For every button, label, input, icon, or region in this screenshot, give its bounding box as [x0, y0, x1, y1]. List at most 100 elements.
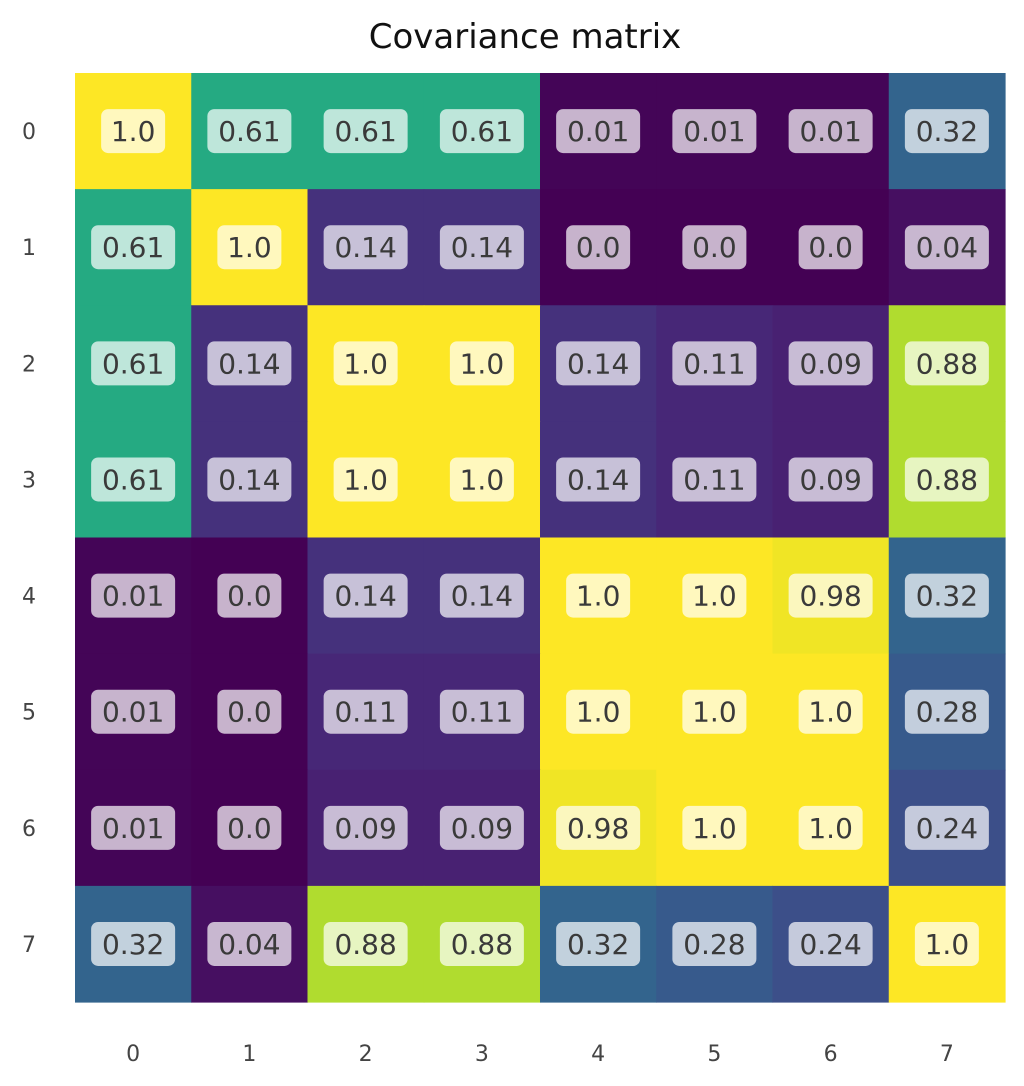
cell-label-box-2-7	[904, 341, 989, 386]
cell-label-1-2: 0.14	[334, 231, 396, 264]
cell-label-box-1-5	[682, 225, 747, 270]
x-tick-label-6: 6	[824, 1042, 838, 1067]
cell-label-box-6-2	[323, 805, 408, 850]
x-tick-label-0: 0	[126, 1042, 140, 1067]
cell-label-6-5: 1.0	[692, 812, 737, 845]
cell-label-5-7: 0.28	[916, 696, 978, 729]
cell-label-0-0: 1.0	[111, 115, 156, 148]
cell-label-box-3-2	[333, 457, 398, 502]
cell-label-box-1-0	[91, 225, 176, 270]
cell-label-box-3-6	[788, 457, 873, 502]
cell-label-0-3: 0.61	[451, 115, 513, 148]
cell-label-2-4: 0.14	[567, 347, 629, 380]
cell-label-5-1: 0.0	[227, 696, 272, 729]
cell-label-1-6: 0.0	[808, 231, 853, 264]
cell-label-box-7-6	[788, 921, 873, 966]
cell-label-box-2-5	[672, 341, 757, 386]
cell-label-box-0-5	[672, 109, 757, 154]
x-tick-label-2: 2	[359, 1042, 373, 1067]
cell-label-box-7-5	[672, 921, 757, 966]
cell-label-7-1: 0.04	[218, 928, 280, 961]
cell-label-6-7: 0.24	[916, 812, 978, 845]
cell-label-6-2: 0.09	[334, 812, 396, 845]
cell-label-7-2: 0.88	[334, 928, 396, 961]
cell-label-3-4: 0.14	[567, 463, 629, 496]
cell-label-box-6-5	[682, 805, 747, 850]
cell-label-3-5: 0.11	[683, 463, 745, 496]
heatmap-cells	[75, 73, 1006, 1003]
cell-label-5-4: 1.0	[576, 696, 621, 729]
cell-label-1-3: 0.14	[451, 231, 513, 264]
cell-label-box-4-4	[566, 573, 631, 618]
cell-label-6-6: 1.0	[808, 812, 853, 845]
cell-label-0-6: 0.01	[799, 115, 861, 148]
cell-label-7-5: 0.28	[683, 928, 745, 961]
cell-label-box-3-0	[91, 457, 176, 502]
cell-label-box-5-6	[798, 689, 863, 734]
cell-label-3-2: 1.0	[343, 463, 388, 496]
cell-label-0-2: 0.61	[334, 115, 396, 148]
cell-label-box-0-0	[101, 109, 166, 154]
cell-label-box-0-7	[904, 109, 989, 154]
y-tick-label-2: 2	[22, 352, 36, 377]
x-tick-label-7: 7	[940, 1042, 954, 1067]
cell-label-2-2: 1.0	[343, 347, 388, 380]
cell-label-box-7-2	[323, 921, 408, 966]
cell-label-0-1: 0.61	[218, 115, 280, 148]
cell-label-box-6-0	[91, 805, 176, 850]
heatmap-cell-labels: 1.0 0.61 0.61 0.61 0.01 0.01 0.01 0.32 0.61 1.0 0.…	[91, 109, 989, 966]
cell-label-5-6: 1.0	[808, 696, 853, 729]
cell-label-6-4: 0.98	[567, 812, 629, 845]
cell-label-box-5-7	[904, 689, 989, 734]
cell-label-4-3: 0.14	[451, 580, 513, 613]
cell-label-1-4: 0.0	[576, 231, 621, 264]
cell-label-4-2: 0.14	[334, 580, 396, 613]
cell-label-box-1-7	[904, 225, 989, 270]
cell-label-box-2-1	[207, 341, 292, 386]
cell-label-4-5: 1.0	[692, 580, 737, 613]
y-tick-label-6: 6	[22, 817, 36, 842]
y-tick-label-3: 3	[22, 468, 36, 493]
cell-label-6-1: 0.0	[227, 812, 272, 845]
cell-label-box-4-6	[788, 573, 873, 618]
x-tick-label-5: 5	[707, 1042, 721, 1067]
cell-label-box-5-0	[91, 689, 176, 734]
x-tick-label-3: 3	[475, 1042, 489, 1067]
cell-label-4-4: 1.0	[576, 580, 621, 613]
cell-label-5-0: 0.01	[102, 696, 164, 729]
cell-label-box-1-2	[323, 225, 408, 270]
chart-title: Covariance matrix	[369, 17, 682, 57]
cell-label-box-0-6	[788, 109, 873, 154]
cell-label-box-1-6	[798, 225, 863, 270]
cell-label-box-6-3	[439, 805, 524, 850]
cell-label-box-0-3	[439, 109, 524, 154]
cell-label-2-1: 0.14	[218, 347, 280, 380]
y-tick-label-4: 4	[22, 585, 36, 610]
cell-label-box-4-0	[91, 573, 176, 618]
cell-label-3-1: 0.14	[218, 463, 280, 496]
cell-label-0-4: 0.01	[567, 115, 629, 148]
cell-label-box-1-1	[217, 225, 282, 270]
cell-label-box-6-1	[217, 805, 282, 850]
cell-label-box-5-1	[217, 689, 282, 734]
cell-label-box-0-1	[207, 109, 292, 154]
cell-label-box-5-5	[682, 689, 747, 734]
cell-label-3-3: 1.0	[460, 463, 505, 496]
cell-label-2-3: 1.0	[460, 347, 505, 380]
y-tick-label-7: 7	[22, 933, 36, 958]
cell-label-box-5-3	[439, 689, 524, 734]
cell-label-box-3-5	[672, 457, 757, 502]
y-tick-label-1: 1	[22, 236, 36, 261]
cell-label-7-0: 0.32	[102, 928, 164, 961]
cell-label-box-1-4	[566, 225, 631, 270]
cell-label-5-3: 0.11	[451, 696, 513, 729]
y-tick-label-0: 0	[22, 120, 36, 145]
cell-label-3-7: 0.88	[916, 463, 978, 496]
cell-label-2-6: 0.09	[799, 347, 861, 380]
cell-label-box-0-4	[556, 109, 641, 154]
cell-label-7-7: 1.0	[925, 928, 970, 961]
cell-label-box-2-4	[556, 341, 641, 386]
cell-label-1-1: 1.0	[227, 231, 272, 264]
cell-label-box-6-6	[798, 805, 863, 850]
